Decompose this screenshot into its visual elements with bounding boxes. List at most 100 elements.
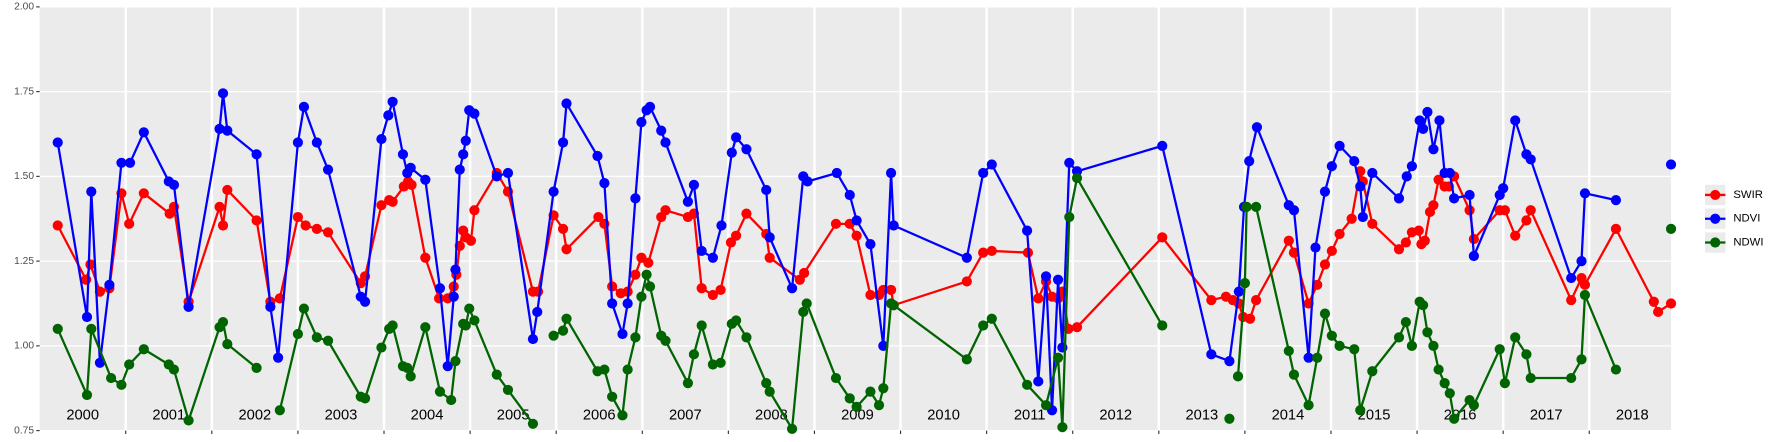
data-point [434, 283, 446, 294]
data-point [707, 252, 718, 263]
data-point [458, 149, 469, 160]
data-point [460, 135, 471, 146]
data-point [1334, 228, 1345, 240]
data-point [292, 137, 304, 148]
data-point [1433, 364, 1444, 375]
data-point [548, 210, 559, 221]
data-point [1393, 332, 1405, 343]
data-point [1525, 154, 1536, 165]
data-point [731, 315, 742, 326]
data-point [1355, 181, 1366, 192]
data-point [599, 178, 610, 189]
data-point [1665, 159, 1677, 170]
year-label: 2005 [497, 408, 530, 424]
data-point [1052, 274, 1064, 285]
data-point [1346, 213, 1357, 224]
data-point [116, 157, 127, 168]
data-point [851, 215, 862, 226]
data-point [548, 186, 559, 197]
data-point [644, 101, 656, 112]
data-point [961, 354, 972, 365]
data-point [292, 328, 304, 340]
data-point [726, 147, 737, 158]
data-point [1057, 422, 1068, 433]
data-point [1610, 223, 1622, 235]
data-point [1021, 379, 1033, 390]
data-point [878, 383, 889, 394]
data-point [222, 125, 233, 136]
data-point [1433, 174, 1444, 185]
data-point [1464, 205, 1475, 216]
data-point [52, 220, 63, 231]
data-point [402, 362, 413, 373]
year-label: 2003 [325, 408, 358, 424]
legend-point [1710, 189, 1721, 201]
data-point [1250, 201, 1262, 212]
data-point [420, 252, 431, 263]
data-point [1040, 271, 1052, 282]
data-point [636, 291, 647, 302]
data-point [557, 223, 569, 235]
data-point [387, 96, 398, 107]
data-point [986, 245, 997, 257]
data-point [1653, 306, 1664, 318]
data-point [1401, 171, 1412, 182]
data-point [888, 300, 899, 311]
data-point [1566, 372, 1577, 384]
data-point [1239, 278, 1250, 289]
data-point [873, 400, 885, 411]
data-point [1419, 235, 1430, 246]
data-point [844, 393, 855, 404]
data-point [1022, 247, 1034, 258]
legend-label: NDWI [1733, 237, 1763, 249]
data-point [1422, 106, 1433, 118]
year-label: 2014 [1272, 408, 1305, 424]
data-point [434, 386, 446, 397]
data-point [1157, 232, 1168, 243]
data-point [1288, 369, 1300, 380]
data-point [1464, 189, 1475, 201]
data-point [599, 364, 610, 375]
data-point [741, 144, 752, 155]
data-point [1326, 330, 1337, 341]
data-point [548, 330, 559, 341]
data-point [799, 267, 810, 279]
data-point [617, 410, 628, 421]
data-point [731, 230, 742, 241]
data-point [630, 193, 641, 204]
data-point [682, 378, 693, 389]
data-point [557, 137, 569, 148]
data-point [801, 298, 812, 309]
data-point [81, 274, 92, 285]
data-point [1510, 230, 1521, 241]
data-point [643, 257, 654, 268]
data-point [460, 320, 471, 331]
y-tick-label: 0.75 [14, 425, 34, 436]
data-point [138, 344, 149, 355]
data-point [1439, 378, 1450, 389]
year-label: 2012 [1099, 408, 1132, 424]
data-point [387, 196, 398, 207]
data-point [764, 232, 775, 243]
data-point [446, 394, 457, 406]
data-point [1525, 205, 1536, 216]
data-point [1468, 233, 1479, 245]
data-point [292, 211, 304, 223]
data-point [124, 359, 135, 370]
data-point [376, 200, 387, 211]
data-point [1579, 279, 1591, 290]
data-point [397, 149, 409, 160]
data-point [561, 313, 572, 324]
data-point [1244, 156, 1255, 167]
data-point [454, 240, 465, 251]
data-point [1494, 344, 1505, 355]
data-point [1414, 115, 1425, 126]
data-point [1448, 413, 1460, 424]
data-point [94, 357, 106, 368]
data-point [1064, 211, 1075, 223]
y-tick-label: 1.50 [14, 171, 34, 182]
data-point [593, 211, 604, 223]
data-point [865, 289, 876, 301]
data-point [448, 291, 459, 302]
data-point [104, 279, 115, 290]
